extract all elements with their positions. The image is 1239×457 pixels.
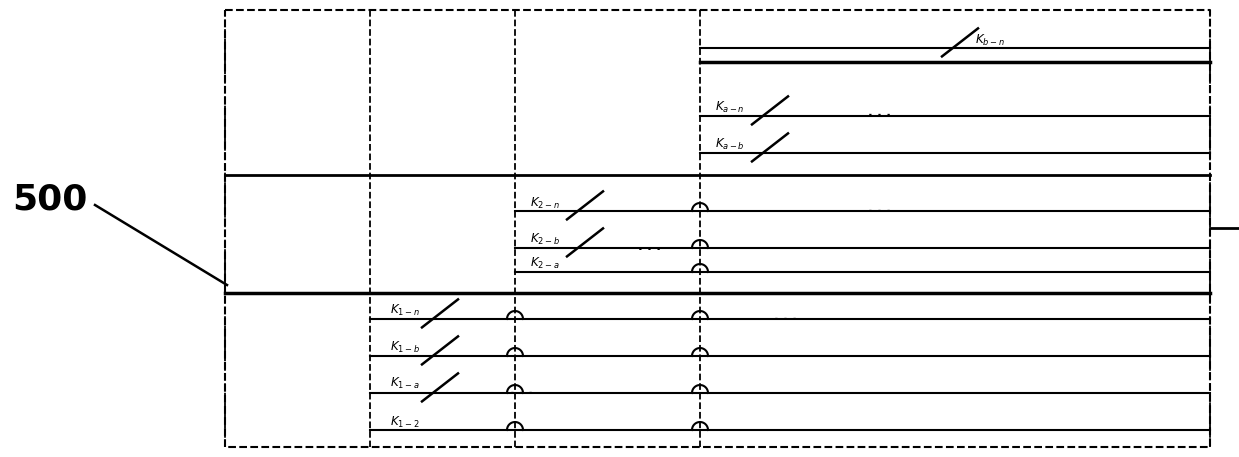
Text: K$_{1-n}$: K$_{1-n}$ (390, 303, 420, 318)
Text: . . .: . . . (869, 106, 892, 119)
Text: K$_{a-b}$: K$_{a-b}$ (715, 137, 745, 152)
Text: K$_{a-n}$: K$_{a-n}$ (715, 100, 745, 115)
Text: . . .: . . . (869, 202, 892, 216)
Text: K$_{1-b}$: K$_{1-b}$ (390, 340, 420, 355)
Text: . . .: . . . (773, 309, 797, 323)
Text: . . .: . . . (638, 239, 662, 253)
Text: K$_{1-2}$: K$_{1-2}$ (390, 415, 420, 430)
Text: K$_{1-a}$: K$_{1-a}$ (390, 376, 420, 391)
Text: K$_{2-b}$: K$_{2-b}$ (530, 232, 560, 247)
Text: K$_{b-n}$: K$_{b-n}$ (975, 33, 1005, 48)
Text: K$_{2-a}$: K$_{2-a}$ (530, 256, 560, 271)
Text: . . .: . . . (510, 383, 534, 397)
Text: 500: 500 (12, 183, 88, 217)
Text: K$_{2-n}$: K$_{2-n}$ (530, 196, 560, 211)
